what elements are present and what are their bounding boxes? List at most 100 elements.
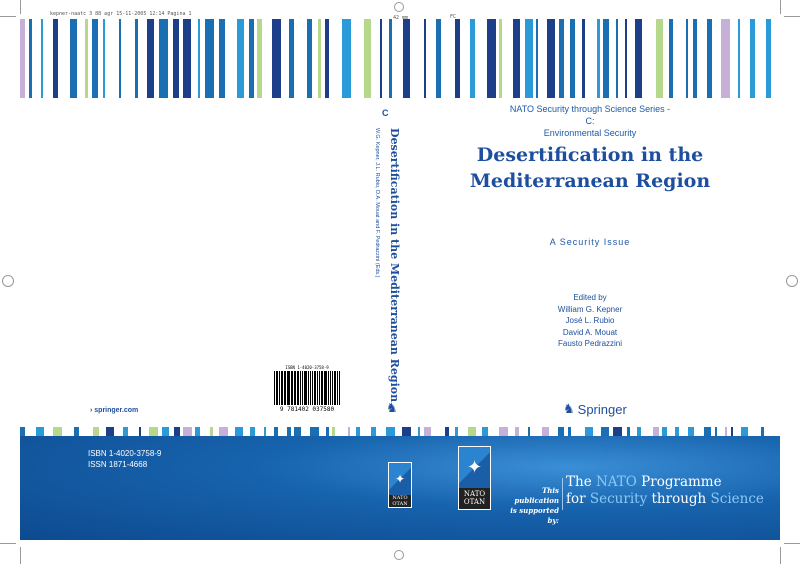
text: Security: [589, 491, 648, 507]
stripe: [325, 19, 329, 98]
title-line: Desertification in the: [476, 144, 704, 166]
stripe: [149, 427, 158, 436]
crop-mark: [20, 547, 21, 564]
stripe: [570, 19, 575, 98]
editor: David A. Mouat: [562, 327, 618, 337]
stripe: [106, 427, 114, 436]
barcode-bar: [305, 371, 307, 405]
barcode-bar: [309, 371, 312, 405]
barcode-bar: [288, 371, 290, 405]
stripe: [468, 427, 476, 436]
stripe: [637, 427, 641, 436]
stripe: [257, 19, 262, 98]
registration-mark-icon: [786, 275, 798, 287]
barcode-bars: [274, 371, 341, 405]
barcode-bar: [296, 371, 298, 405]
stripe: [326, 427, 329, 436]
barcode-bar: [325, 371, 327, 405]
barcode-bar: [307, 371, 309, 405]
crop-mark: [0, 543, 16, 544]
stripe: [547, 19, 555, 98]
stripe: [342, 19, 351, 98]
stripe: [627, 427, 630, 436]
stripe: [455, 427, 458, 436]
barcode-bar: [286, 371, 288, 405]
nato-star-icon: ✦: [389, 463, 411, 495]
stripe: [669, 19, 673, 98]
stripe: [20, 19, 25, 98]
stripe: [219, 427, 228, 436]
stripe: [721, 19, 730, 98]
stripe: [616, 19, 618, 98]
stripe: [173, 19, 179, 98]
barcode-bar: [314, 371, 316, 405]
barcode-bar: [292, 371, 294, 405]
barcode-bar: [318, 371, 320, 405]
stripe: [174, 427, 180, 436]
crop-mark: [780, 0, 781, 14]
stripe: [558, 427, 564, 436]
editors: Edited by William G. Kepner José L. Rubi…: [520, 292, 660, 350]
stripe-band-top: [20, 19, 780, 98]
text: Programme: [636, 474, 722, 490]
stripe: [761, 427, 764, 436]
stripe: [119, 19, 121, 98]
stripe: [103, 19, 105, 98]
stripe: [294, 427, 301, 436]
stripe: [287, 427, 291, 436]
spine-springer-logo-icon: ♞: [386, 400, 398, 415]
stripe: [675, 427, 679, 436]
stripe: [688, 427, 694, 436]
stripe: [424, 19, 426, 98]
registration-mark-icon: [394, 2, 404, 12]
stripe: [662, 427, 667, 436]
stripe: [402, 427, 411, 436]
nato-logo-front: ✦ NATO OTAN: [458, 446, 491, 510]
barcode-bar: [290, 371, 292, 405]
spine-authors: W.G. Kepner, J.L. Rubio, D.A. Mouat and …: [374, 128, 380, 278]
stripe: [219, 19, 225, 98]
stripe: [250, 427, 255, 436]
barcode: ISBN 1-4020-3758-9 9 781402 037580: [268, 365, 346, 415]
barcode-bar: [327, 371, 329, 405]
slug-line: kepner-naatc 3 88 agr 15-11-2005 12:14 P…: [50, 11, 192, 17]
stripe: [470, 19, 475, 98]
barcode-bar: [320, 371, 322, 405]
stripe: [371, 427, 376, 436]
barcode-number: 9 781402 037580: [279, 406, 335, 413]
springer-knight-icon: ♞: [563, 401, 575, 416]
stripe: [455, 19, 460, 98]
stripe: [499, 427, 508, 436]
divider: [562, 478, 563, 510]
front-cover-label: FC: [450, 14, 457, 20]
editor: José L. Rubio: [565, 316, 615, 325]
stripe: [515, 427, 519, 436]
stripe: [41, 19, 43, 98]
barcode-bar: [338, 371, 341, 405]
stripe: [436, 19, 441, 98]
text: Science: [710, 491, 764, 507]
stripe: [237, 19, 244, 98]
stripe: [318, 19, 321, 98]
text: through: [647, 491, 711, 507]
stripe: [613, 427, 622, 436]
barcode-bar: [294, 371, 296, 405]
isbn-info: ISBN 1-4020-3758-9 ISSN 1871-4668: [88, 448, 161, 470]
barcode-bar: [284, 371, 286, 405]
barcode-bar: [302, 371, 303, 405]
book-subtitle: A Security Issue: [549, 237, 631, 247]
stripe: [499, 19, 502, 98]
otan-text: OTAN: [463, 498, 486, 507]
crop-mark: [0, 16, 16, 17]
editors-label: Edited by: [573, 293, 607, 302]
supported-by: This publication is supported by:: [497, 486, 559, 526]
stripe: [625, 19, 627, 98]
title-line: Mediterranean Region: [469, 170, 711, 192]
stripe: [159, 19, 168, 98]
nato-logo-text: NATO OTAN: [459, 487, 490, 509]
stripe: [195, 427, 200, 436]
stripe: [542, 427, 549, 436]
stripe: [183, 427, 192, 436]
registration-mark-icon: [394, 550, 404, 560]
stripe: [707, 19, 712, 98]
